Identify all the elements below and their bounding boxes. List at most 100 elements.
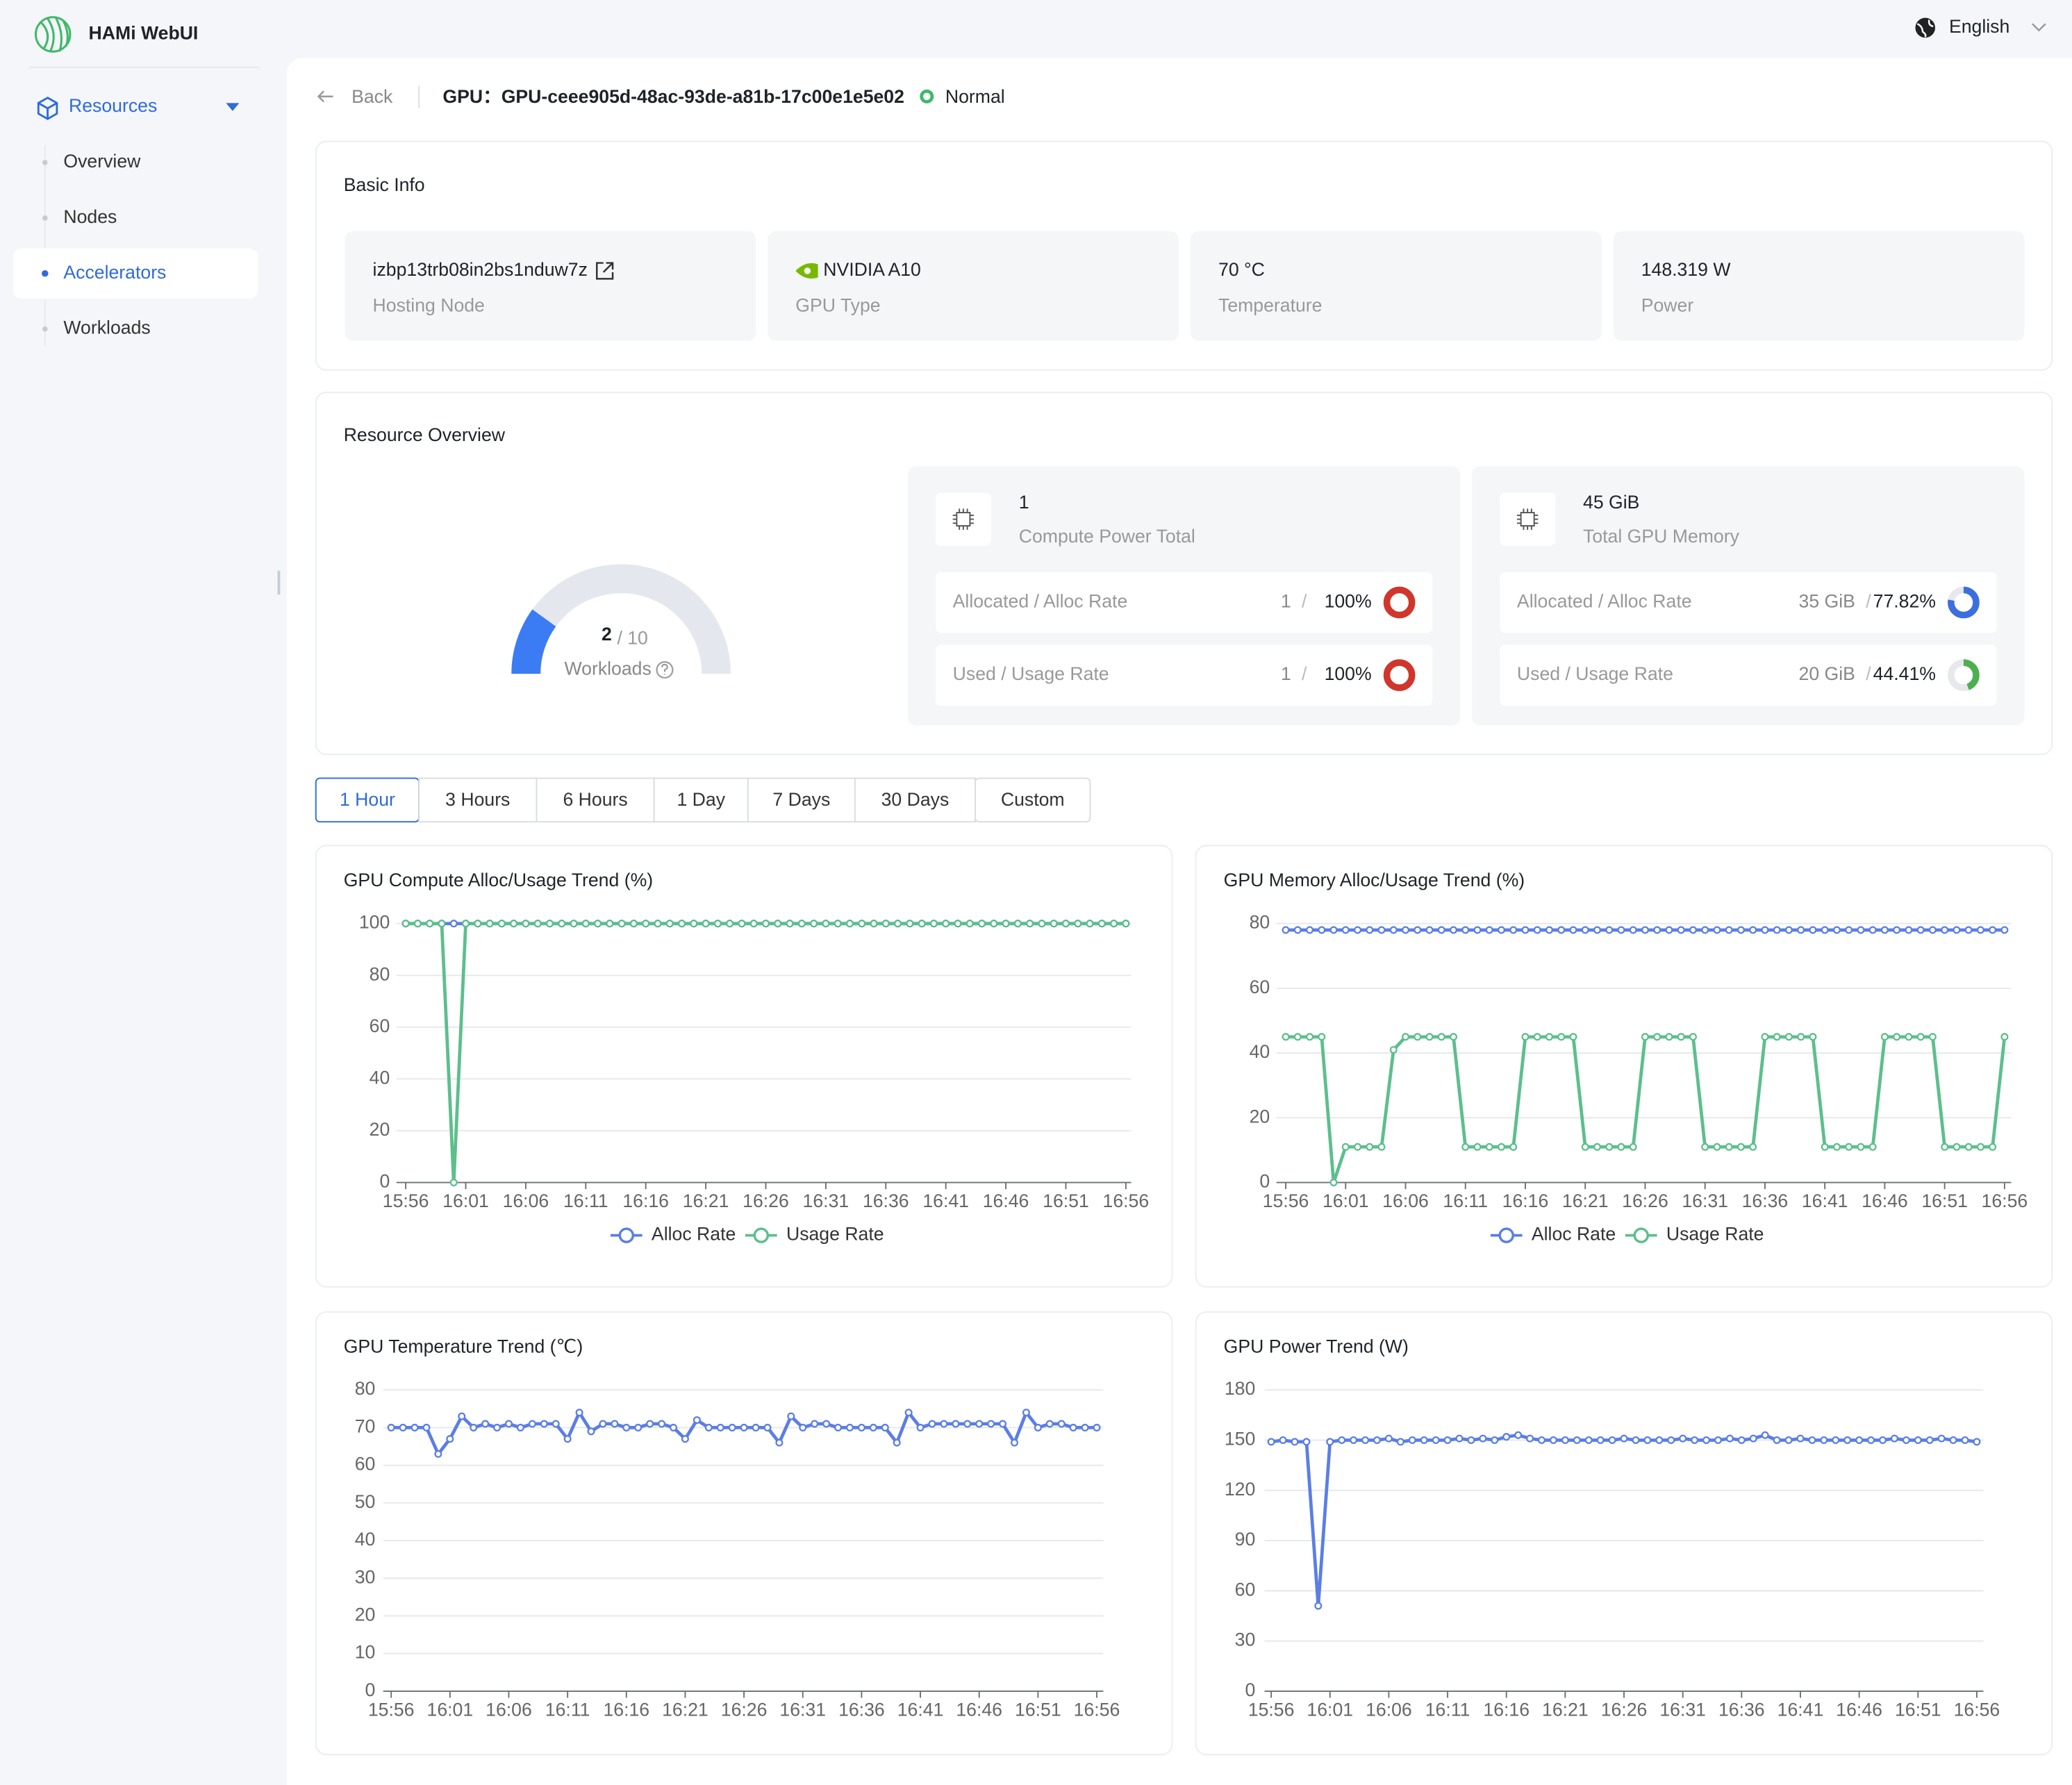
range-button[interactable] xyxy=(747,777,856,823)
data-point xyxy=(1491,1436,1499,1445)
legend-label[interactable]: Alloc Rate xyxy=(652,1224,736,1245)
data-point xyxy=(497,920,506,928)
data-point xyxy=(1961,1436,1969,1445)
data-point xyxy=(716,1423,724,1431)
data-point xyxy=(999,1420,1007,1428)
gauge-value-arc xyxy=(511,609,556,674)
data-point xyxy=(1110,920,1118,928)
data-point xyxy=(401,920,410,928)
menu-item[interactable]: Overview xyxy=(63,151,141,172)
range-button[interactable] xyxy=(975,777,1091,823)
x-tick-label: 16:06 xyxy=(486,1700,532,1720)
data-point xyxy=(1526,1434,1534,1443)
x-tick-label: 16:16 xyxy=(1502,1190,1549,1211)
x-tick-label: 16:01 xyxy=(427,1700,474,1720)
menu-item[interactable]: Accelerators xyxy=(63,262,166,283)
data-point xyxy=(1689,926,1697,934)
data-point xyxy=(1845,926,1853,934)
menu-group[interactable]: Resources xyxy=(69,95,157,116)
x-tick-label: 16:01 xyxy=(1323,1190,1369,1211)
range-label[interactable]: 1 Hour xyxy=(340,789,395,810)
data-point xyxy=(434,1450,442,1458)
data-point xyxy=(1702,1436,1711,1445)
chart-title: GPU Compute Alloc/Usage Trend (%) xyxy=(344,870,653,890)
data-point xyxy=(1045,1420,1054,1428)
x-tick-label: 16:11 xyxy=(1443,1190,1488,1211)
language[interactable]: English xyxy=(1949,16,2009,37)
range-label[interactable]: Custom xyxy=(1001,789,1065,810)
range-label[interactable]: 7 Days xyxy=(772,789,830,810)
data-point xyxy=(1796,1434,1805,1443)
data-point xyxy=(1916,1033,1925,1041)
info-value[interactable]: izbp13trb08in2bs1nduw7z xyxy=(373,259,588,280)
data-point xyxy=(1989,926,1997,934)
chevron[interactable] xyxy=(2031,23,2046,32)
x-tick-label: 16:01 xyxy=(442,1190,489,1211)
data-point xyxy=(822,1420,831,1428)
data-point xyxy=(1401,1033,1410,1041)
data-point xyxy=(977,920,986,928)
data-point xyxy=(1569,926,1577,934)
data-point xyxy=(1784,926,1793,934)
x-tick-label: 16:31 xyxy=(1659,1700,1706,1720)
icon-box xyxy=(1500,492,1556,546)
legend-label[interactable]: Usage Rate xyxy=(786,1224,884,1245)
menu-item[interactable]: Workloads xyxy=(63,317,150,338)
data-point xyxy=(1537,1436,1546,1445)
data-point xyxy=(1857,1143,1865,1151)
data-point xyxy=(1569,1033,1577,1041)
data-point xyxy=(1761,1033,1769,1041)
data-point xyxy=(987,1420,995,1428)
data-point xyxy=(1632,1436,1640,1445)
row-label: Allocated / Alloc Rate xyxy=(1517,590,1692,611)
row-rate: 100% xyxy=(1325,590,1372,611)
data-point xyxy=(1467,1436,1475,1445)
info-tile xyxy=(345,231,756,341)
nvidia-logo-eye xyxy=(804,267,811,274)
caret[interactable] xyxy=(226,103,240,111)
data-point xyxy=(1797,926,1805,934)
legend-label[interactable]: Alloc Rate xyxy=(1532,1224,1616,1245)
info-label: Power xyxy=(1641,294,1694,315)
back-arrow[interactable] xyxy=(317,90,333,103)
range-button[interactable] xyxy=(653,777,749,823)
data-point xyxy=(1479,1434,1487,1443)
row-label: Used / Usage Rate xyxy=(953,663,1109,684)
data-point xyxy=(1581,926,1589,934)
data-point xyxy=(587,1427,595,1436)
data-point xyxy=(713,920,722,928)
x-tick-label: 16:06 xyxy=(1366,1700,1412,1720)
range-label[interactable]: 6 Hours xyxy=(563,789,627,810)
back-link[interactable]: Back xyxy=(351,86,393,107)
data-point xyxy=(1893,1033,1901,1041)
data-point xyxy=(1279,1436,1287,1445)
x-tick-label: 16:16 xyxy=(1483,1700,1530,1720)
data-point xyxy=(1605,926,1614,934)
y-tick-label: 100 xyxy=(359,912,390,933)
globe-icon xyxy=(1915,17,1936,38)
data-point xyxy=(1949,1436,1957,1445)
data-point xyxy=(881,920,890,928)
x-tick-label: 16:16 xyxy=(622,1190,669,1211)
data-point xyxy=(704,1423,713,1431)
external-link-icon[interactable] xyxy=(596,262,614,280)
x-tick-label: 16:06 xyxy=(503,1190,549,1211)
data-point xyxy=(928,1420,936,1428)
menu-item[interactable]: Nodes xyxy=(63,206,117,227)
page-title: GPU：GPU-ceee905d-48ac-93de-a81b-17c00e1e… xyxy=(442,86,904,107)
range-label[interactable]: 3 Hours xyxy=(445,789,510,810)
data-point xyxy=(1821,926,1829,934)
row-separator: / xyxy=(1302,590,1307,611)
range-label[interactable]: 1 Day xyxy=(677,789,725,810)
y-tick-label: 80 xyxy=(355,1378,376,1399)
y-tick-label: 150 xyxy=(1225,1429,1255,1450)
x-tick-label: 16:11 xyxy=(1425,1700,1470,1720)
data-point xyxy=(449,1179,458,1187)
legend-label[interactable]: Usage Rate xyxy=(1666,1224,1764,1245)
data-point xyxy=(510,920,518,928)
data-point xyxy=(678,920,686,928)
help-icon[interactable] xyxy=(656,661,674,679)
x-tick-label: 16:06 xyxy=(1382,1190,1429,1211)
range-label[interactable]: 30 Days xyxy=(881,789,950,810)
